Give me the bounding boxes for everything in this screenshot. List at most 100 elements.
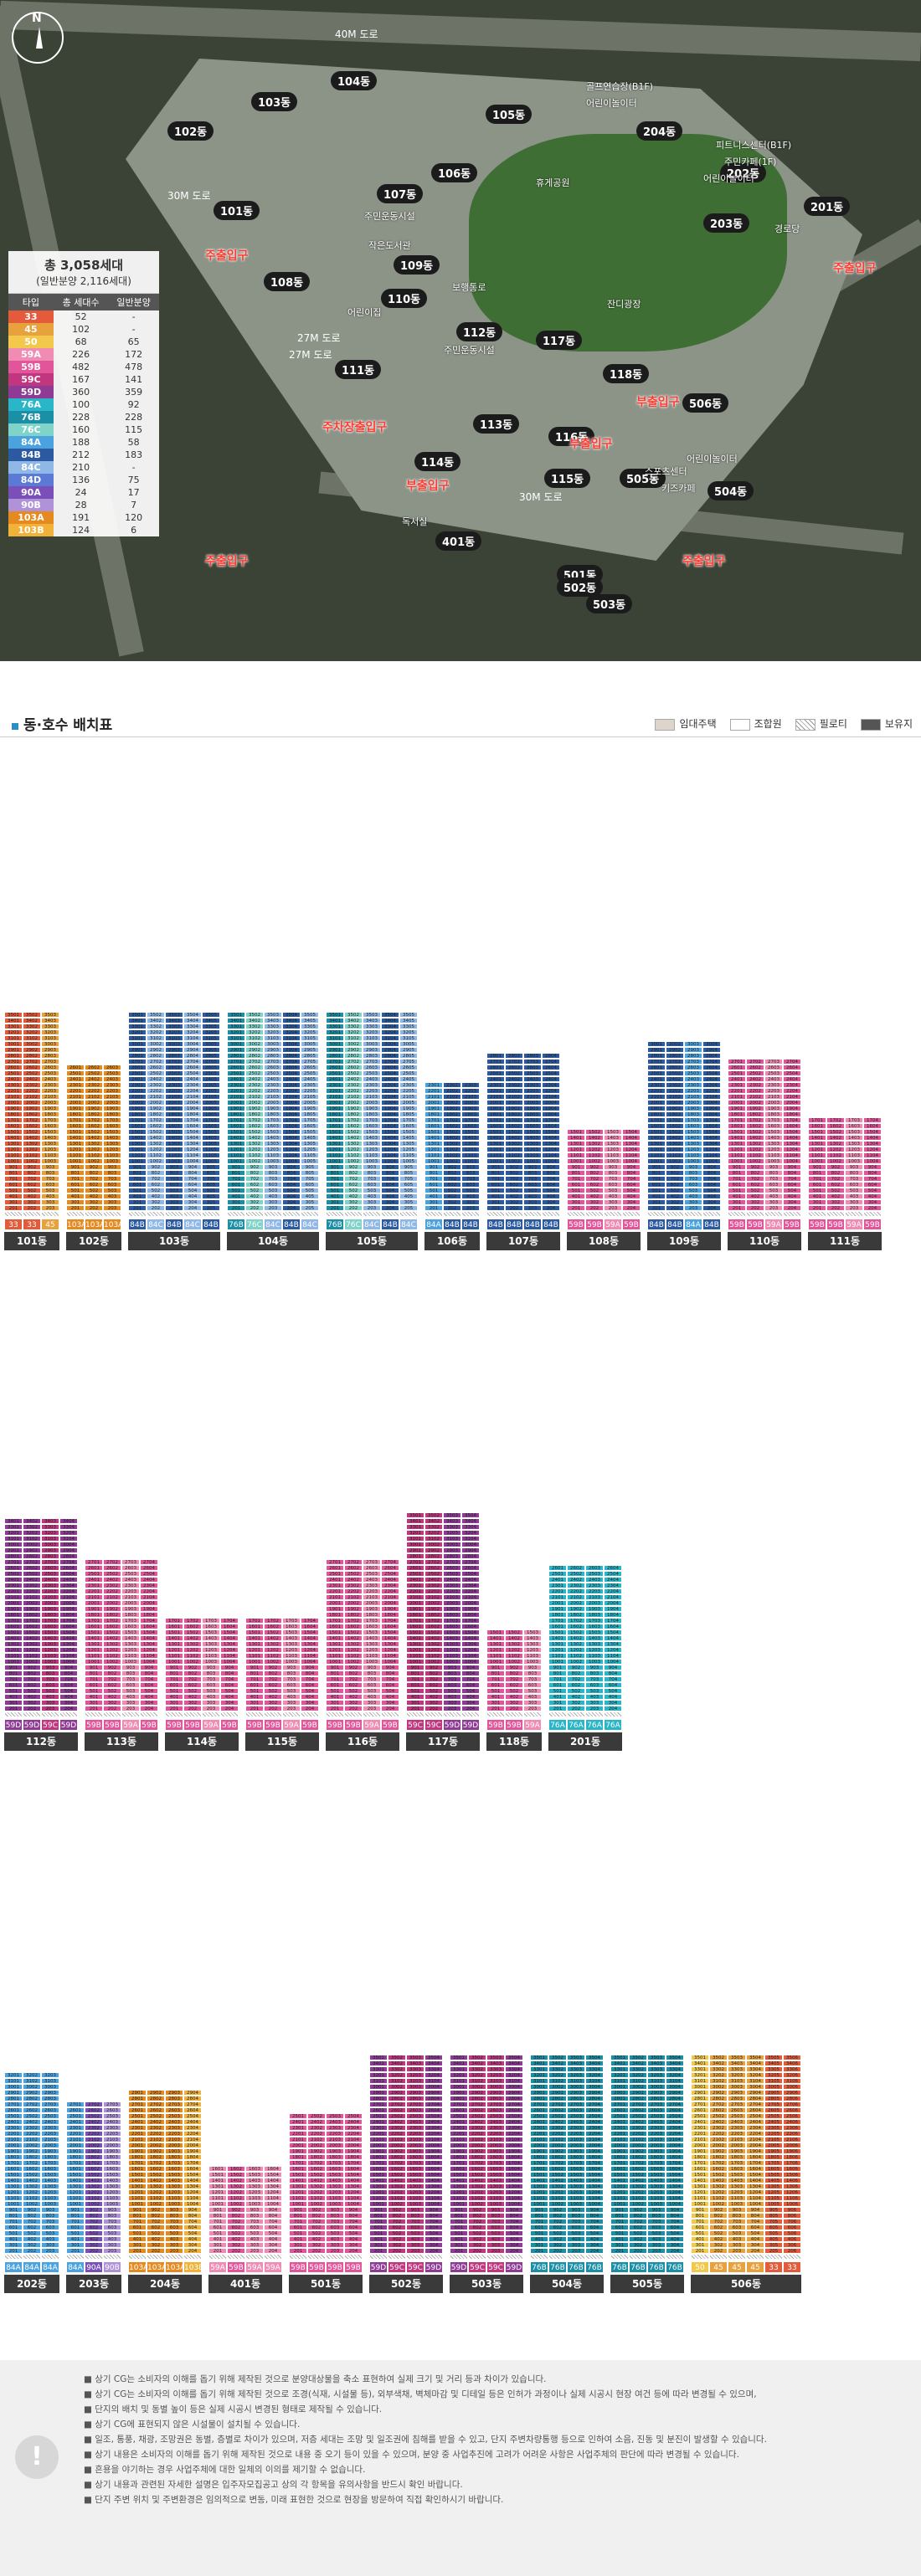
unit-cell (66, 1211, 85, 1217)
unit-cell: 3101 (610, 2078, 629, 2084)
unit-cell: 1504 (666, 2172, 684, 2178)
unit-cell: 1202 (344, 1147, 363, 1152)
unit-cell: 1302 (585, 1141, 604, 1147)
unit-cell: 503 (845, 1188, 863, 1193)
unit-cell: 1303 (443, 1641, 461, 1647)
unit-cell: 1604 (264, 2166, 282, 2172)
unit-cell: 2501 (548, 1571, 567, 1577)
unit-cell: 1603 (406, 2166, 424, 2172)
tower-type-label: 90B (103, 2261, 121, 2273)
unit-cell: 702 (443, 1176, 461, 1182)
unit-cell: 1802 (388, 2154, 406, 2160)
unit-cell: 3401 (530, 2060, 548, 2066)
unit-cell: 3002 (23, 2084, 41, 2090)
unit-cell: 2703 (523, 1059, 542, 1065)
unit-cell: 2804 (666, 2096, 684, 2101)
unit-cell: 1402 (245, 1135, 264, 1141)
unit-cell: 1903 (326, 2148, 344, 2154)
map-road-label: 40M 도로 (335, 28, 378, 40)
unit-cell: 2301 (548, 1583, 567, 1588)
unit-cell: 1201 (610, 2189, 629, 2195)
unit-cell: 1203 (41, 1147, 59, 1152)
tower-type-label: 84B (647, 1219, 666, 1230)
unit-cell: 202 (548, 2248, 567, 2254)
unit-cell: 402 (629, 2236, 647, 2242)
unit-cell: 2205 (399, 1088, 418, 1094)
unit-cell: 3305 (764, 2066, 783, 2072)
unit-cell: 3202 (468, 2072, 486, 2078)
type-total: 482 (72, 362, 90, 372)
unit-cell: 1602 (307, 2166, 326, 2172)
unit-cell: 502 (666, 1188, 684, 1193)
unit-cell: 2804 (282, 1053, 301, 1059)
unit-cell: 1701 (530, 2160, 548, 2166)
unit-cell: 1205 (301, 1147, 319, 1152)
unit-cell: 3401 (227, 1018, 245, 1024)
unit-cell: 401 (450, 2236, 468, 2242)
unit-cell: 1102 (505, 1653, 523, 1659)
unit-cell: 3305 (301, 1024, 319, 1029)
map-building-label: 103동 (251, 92, 298, 111)
tower-column: 3004 2904 2804 2704 2604 2504 2404 2304 2204 2104… (702, 1041, 721, 1217)
unit-cell: 2702 (23, 1059, 41, 1065)
unit-cell: 1002 (548, 2201, 567, 2207)
unit-cell: 3301 (4, 1524, 23, 1530)
unit-cell: 702 (344, 1676, 363, 1682)
tower-column: 2903 2803 2703 2603 2503 2403 2303 2203 2103 2003… (165, 2090, 183, 2260)
unit-cell: 803 (202, 1670, 220, 1676)
unit-cell: 1505 (301, 1129, 319, 1135)
unit-cell: 602 (443, 1182, 461, 1188)
unit-cell: 1003 (121, 1659, 140, 1665)
unit-cell: 3302 (548, 2066, 567, 2072)
unit-cell: 3105 (202, 1035, 220, 1041)
unit-cell: 1106 (783, 2195, 801, 2201)
unit-cell: 1703 (443, 1618, 461, 1624)
unit-cell: 1202 (826, 1147, 845, 1152)
map-entrance-label: 주출입구 (682, 555, 726, 568)
unit-cell: 704 (140, 1676, 158, 1682)
unit-cell: 403 (845, 1193, 863, 1199)
unit-cell: 2002 (147, 2142, 165, 2148)
unit-cell: 1101 (165, 1653, 183, 1659)
unit-cell: 3401 (406, 1518, 424, 1524)
unit-cell: 1803 (326, 2154, 344, 2160)
unit-cell: 602 (666, 1182, 684, 1188)
unit-cell: 2402 (23, 2119, 41, 2125)
unit-cell: 1002 (826, 1158, 845, 1164)
unit-cell: 1603 (567, 2166, 585, 2172)
unit-cell: 3102 (23, 1035, 41, 1041)
unit-cell: 1702 (85, 2160, 103, 2166)
unit-cell: 1902 (85, 2148, 103, 2154)
tower-column: 3504 3404 3304 3204 3104 3004 2904 2804 2704 2604… (461, 1512, 480, 1717)
unit-cell: 2002 (147, 1100, 165, 1106)
unit-cell: 2303 (647, 2125, 666, 2131)
unit-cell: 2201 (4, 1588, 23, 1594)
unit-cell (443, 1711, 461, 1717)
unit-cell: 1202 (264, 1647, 282, 1653)
unit-cell: 1204 (381, 1147, 399, 1152)
unit-cell: 3303 (41, 1024, 59, 1029)
map-building-label: 107동 (377, 184, 424, 203)
unit-cell: 1603 (41, 1624, 59, 1629)
unit-cell: 903 (264, 1164, 282, 1170)
unit-cell: 2003 (443, 1600, 461, 1606)
tower-column: 3506 3406 3306 3206 3106 3006 2906 2806 2706 2606… (783, 2055, 801, 2260)
map-building-label: 502동 (557, 577, 604, 597)
unit-cell: 1802 (23, 1612, 41, 1618)
map-entrance-label: 주출입구 (205, 249, 249, 263)
unit-cell: 2504 (183, 2113, 202, 2119)
unit-cell: 504 (461, 1688, 480, 1694)
unit-cell: 1901 (326, 1106, 344, 1111)
unit-cell: 806 (783, 2213, 801, 2219)
unit-cell: 2502 (344, 1571, 363, 1577)
unit-cell: 2102 (388, 2137, 406, 2142)
map-building-label: 203동 (703, 213, 750, 233)
unit-cell: 603 (264, 1182, 282, 1188)
unit-cell: 202 (826, 1205, 845, 1211)
unit-cell: 2103 (486, 2137, 505, 2142)
unit-cell: 1102 (388, 2195, 406, 2201)
unit-cell: 1603 (845, 1123, 863, 1129)
unit-cell: 1101 (66, 2195, 85, 2201)
unit-cell: 1202 (548, 2189, 567, 2195)
unit-cell: 1203 (406, 2189, 424, 2195)
